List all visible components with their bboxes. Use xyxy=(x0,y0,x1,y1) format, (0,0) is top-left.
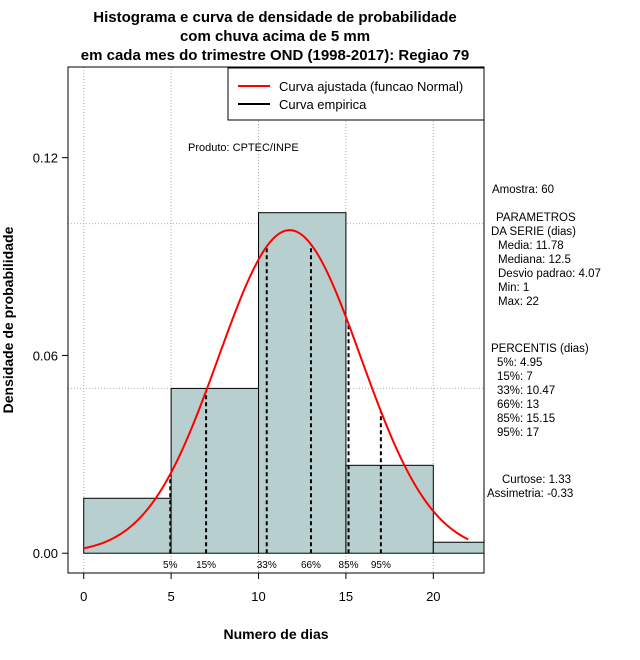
percentil-15: 15%: 7 xyxy=(497,371,533,383)
chart-title-line-3: em cada mes do trimestre OND (1998-2017)… xyxy=(81,47,470,64)
normal-fit-curve xyxy=(83,229,469,550)
percentile-label-4: 85% xyxy=(339,560,359,571)
percentile-label-3: 66% xyxy=(301,560,321,571)
histogram-bar-1 xyxy=(170,387,260,554)
y-axis-title: Densidade de probabilidade xyxy=(0,226,16,413)
percentile-label-0: 5% xyxy=(163,560,178,571)
x-axis-title: Numero de dias xyxy=(223,626,328,642)
percentil-95: 95%: 17 xyxy=(497,427,539,439)
params-heading-2: DA SERIE (dias) xyxy=(491,226,576,238)
params-heading-1: PARAMETROS xyxy=(496,212,576,224)
sample-size: Amostra: 60 xyxy=(492,184,554,196)
percentil-85: 85%: 15.15 xyxy=(497,413,555,425)
legend: Curva ajustada (funcao Normal) Curva emp… xyxy=(227,67,485,121)
percentil-5: 5%: 4.95 xyxy=(497,357,542,369)
chart-title-line-2: com chuva acima de 5 mm xyxy=(180,28,370,45)
percentile-layer: 5% 15% 33% 66% 85% 95% xyxy=(163,244,391,571)
side-stats-panel: Amostra: 60 PARAMETROS DA SERIE (dias) M… xyxy=(487,184,601,500)
x-tick-label-4: 20 xyxy=(426,589,440,604)
percentil-66: 66%: 13 xyxy=(497,399,539,411)
percentile-label-5: 95% xyxy=(371,560,391,571)
percentis-heading: PERCENTIS (dias) xyxy=(491,343,589,355)
histogram-bar-2 xyxy=(258,212,347,554)
skewness: Assimetria: -0.33 xyxy=(487,488,573,500)
axes-layer: 0 5 10 15 20 0.00 0.06 0.12 xyxy=(33,151,441,604)
histogram-bar-3 xyxy=(345,464,434,554)
x-tick-label-1: 5 xyxy=(168,589,175,604)
x-tick-label-0: 0 xyxy=(80,589,87,604)
param-median: Mediana: 12.5 xyxy=(498,254,571,266)
kurtosis: Curtose: 1.33 xyxy=(502,474,571,486)
legend-label-normal: Curva ajustada (funcao Normal) xyxy=(279,79,463,94)
param-mean: Media: 11.78 xyxy=(498,240,564,252)
param-sd: Desvio padrao: 4.07 xyxy=(498,268,601,280)
y-tick-label-1: 0.06 xyxy=(33,348,58,363)
x-tick-label-3: 15 xyxy=(339,589,353,604)
legend-label-empirical: Curva empirica xyxy=(279,97,367,112)
y-tick-label-0: 0.00 xyxy=(33,546,58,561)
param-min: Min: 1 xyxy=(498,282,529,294)
legend-box xyxy=(227,67,485,121)
chart-title-line-1: Histograma e curva de densidade de proba… xyxy=(93,9,456,26)
histogram-bar-4 xyxy=(432,541,485,554)
percentile-label-1: 15% xyxy=(196,560,216,571)
param-max: Max: 22 xyxy=(498,296,539,308)
bars-layer xyxy=(83,212,485,554)
plot-frame xyxy=(67,66,485,574)
y-tick-label-2: 0.12 xyxy=(33,151,58,166)
percentil-33: 33%: 10.47 xyxy=(497,385,555,397)
percentile-label-2: 33% xyxy=(257,560,277,571)
product-note: Produto: CPTEC/INPE xyxy=(188,142,299,154)
x-tick-label-2: 10 xyxy=(251,589,265,604)
